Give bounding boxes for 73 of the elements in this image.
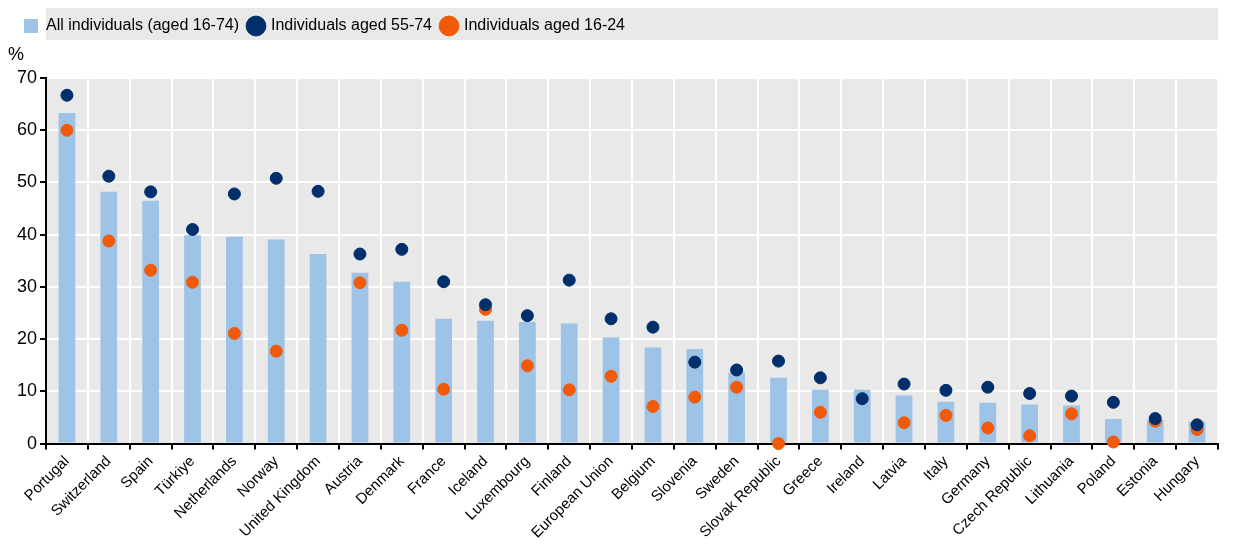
point [60, 123, 74, 137]
point [227, 326, 241, 340]
bar [560, 323, 578, 443]
point [772, 437, 786, 451]
point [688, 355, 702, 369]
point [855, 392, 869, 406]
point [688, 390, 702, 404]
point [186, 222, 200, 236]
bar [477, 320, 494, 443]
y-tick-label: 40 [16, 223, 38, 244]
bar [644, 347, 662, 443]
point [395, 242, 409, 256]
point [1106, 435, 1120, 449]
point [897, 377, 911, 391]
bar [267, 239, 285, 443]
point [981, 380, 995, 394]
point [102, 169, 116, 183]
point [939, 383, 953, 397]
point [1106, 395, 1120, 409]
legend-label: Individuals aged 16-24 [464, 16, 626, 34]
point [562, 273, 576, 287]
point [604, 312, 618, 326]
point [269, 171, 283, 185]
point [772, 354, 786, 368]
point [1023, 386, 1037, 400]
point [437, 382, 451, 396]
point [730, 380, 744, 394]
point [1023, 429, 1037, 443]
legend-label: Individuals aged 55-74 [271, 16, 433, 34]
point [353, 276, 367, 290]
point [646, 400, 660, 414]
point [186, 275, 200, 289]
bar [58, 112, 76, 443]
y-tick-label: 50 [16, 171, 38, 192]
point [646, 320, 660, 334]
bar [100, 191, 118, 443]
point [479, 298, 493, 312]
point [353, 247, 367, 261]
bar [309, 254, 327, 443]
point [813, 371, 827, 385]
legend-label: All individuals (aged 16-74) [46, 16, 239, 34]
point [60, 88, 74, 102]
point [269, 344, 283, 358]
point [227, 187, 241, 201]
bar [351, 272, 369, 443]
point [604, 369, 618, 383]
bar [226, 236, 243, 443]
y-axis-title: % [8, 43, 25, 64]
bar [770, 377, 787, 443]
y-tick-label: 30 [16, 275, 38, 296]
bar [435, 318, 453, 443]
point [1065, 407, 1078, 421]
y-tick-label: 70 [16, 66, 38, 87]
point [1065, 389, 1078, 403]
point [102, 234, 116, 248]
y-tick-label: 60 [16, 119, 38, 140]
bar [602, 337, 620, 443]
bar [393, 281, 411, 443]
point [144, 263, 158, 277]
bar [184, 235, 201, 443]
point [395, 323, 409, 337]
y-tick-label: 0 [27, 432, 38, 453]
point [520, 309, 534, 323]
bar [142, 200, 160, 443]
point [520, 359, 534, 373]
y-tick-label: 10 [16, 380, 38, 401]
point [437, 275, 451, 289]
bar [519, 321, 536, 443]
y-tick-label: 20 [16, 328, 38, 349]
point [144, 185, 158, 199]
point [562, 383, 576, 397]
point [311, 184, 325, 198]
point [730, 363, 744, 377]
